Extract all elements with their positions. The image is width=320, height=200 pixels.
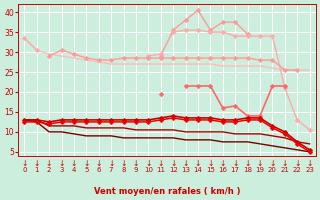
Text: ↓: ↓ [244,159,251,168]
Text: ↓: ↓ [269,159,276,168]
Text: ↓: ↓ [133,159,139,168]
Text: ↓: ↓ [58,159,65,168]
Text: ↓: ↓ [46,159,52,168]
Text: ↓: ↓ [120,159,127,168]
Text: ↓: ↓ [157,159,164,168]
Text: ↓: ↓ [294,159,300,168]
Text: ↓: ↓ [108,159,114,168]
Text: ↓: ↓ [232,159,238,168]
Text: ↓: ↓ [220,159,226,168]
Text: ↓: ↓ [195,159,201,168]
Text: ↓: ↓ [257,159,263,168]
Text: ↓: ↓ [34,159,40,168]
Text: ↓: ↓ [170,159,176,168]
Text: ↓: ↓ [282,159,288,168]
Text: ↓: ↓ [83,159,90,168]
Text: ↓: ↓ [96,159,102,168]
Text: ↓: ↓ [71,159,77,168]
Text: ↓: ↓ [21,159,28,168]
Text: ↓: ↓ [207,159,213,168]
Text: ↓: ↓ [307,159,313,168]
Text: ↓: ↓ [182,159,189,168]
Text: ↓: ↓ [145,159,152,168]
X-axis label: Vent moyen/en rafales ( km/h ): Vent moyen/en rafales ( km/h ) [94,187,240,196]
